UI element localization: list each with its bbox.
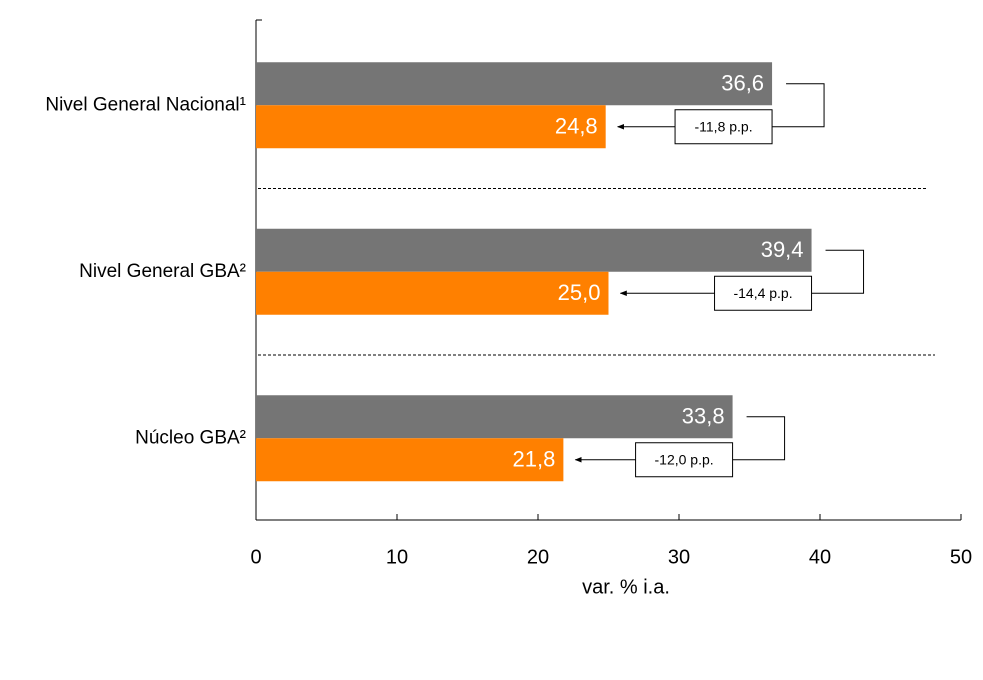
y-tick-label: Nivel General Nacional¹ bbox=[45, 94, 246, 115]
bar bbox=[256, 228, 812, 272]
bracket bbox=[772, 83, 825, 128]
y-tick-label: Núcleo GBA² bbox=[135, 427, 246, 448]
value-label: 24,8 bbox=[555, 114, 598, 139]
bar bbox=[256, 438, 564, 482]
x-axis-label: var. % i.a. bbox=[582, 576, 670, 598]
value-label: 36,6 bbox=[721, 71, 764, 96]
x-tick-label: 20 bbox=[527, 546, 549, 568]
annotation-box bbox=[635, 442, 734, 478]
x-tick-label: 0 bbox=[250, 546, 261, 568]
bracket bbox=[732, 416, 786, 461]
annotation: -11,8 p.p. bbox=[694, 118, 752, 134]
bar bbox=[256, 62, 773, 106]
y-tick-label: Nivel General GBA² bbox=[79, 261, 246, 282]
value-label: 33,8 bbox=[682, 404, 725, 429]
bar bbox=[256, 271, 609, 315]
x-tick-label: 10 bbox=[386, 546, 408, 568]
bar bbox=[256, 395, 733, 439]
x-tick-label: 50 bbox=[950, 546, 972, 568]
annotation: -14,4 p.p. bbox=[733, 285, 792, 301]
value-label: 25,0 bbox=[558, 280, 601, 305]
x-tick-label: 30 bbox=[668, 546, 690, 568]
bar bbox=[256, 105, 606, 149]
value-label: 21,8 bbox=[513, 447, 556, 472]
x-tick-label: 40 bbox=[809, 546, 831, 568]
annotation: -12,0 p.p. bbox=[655, 451, 714, 467]
bracket bbox=[811, 249, 865, 294]
annotation-box bbox=[674, 109, 773, 145]
value-label: 39,4 bbox=[761, 237, 804, 262]
